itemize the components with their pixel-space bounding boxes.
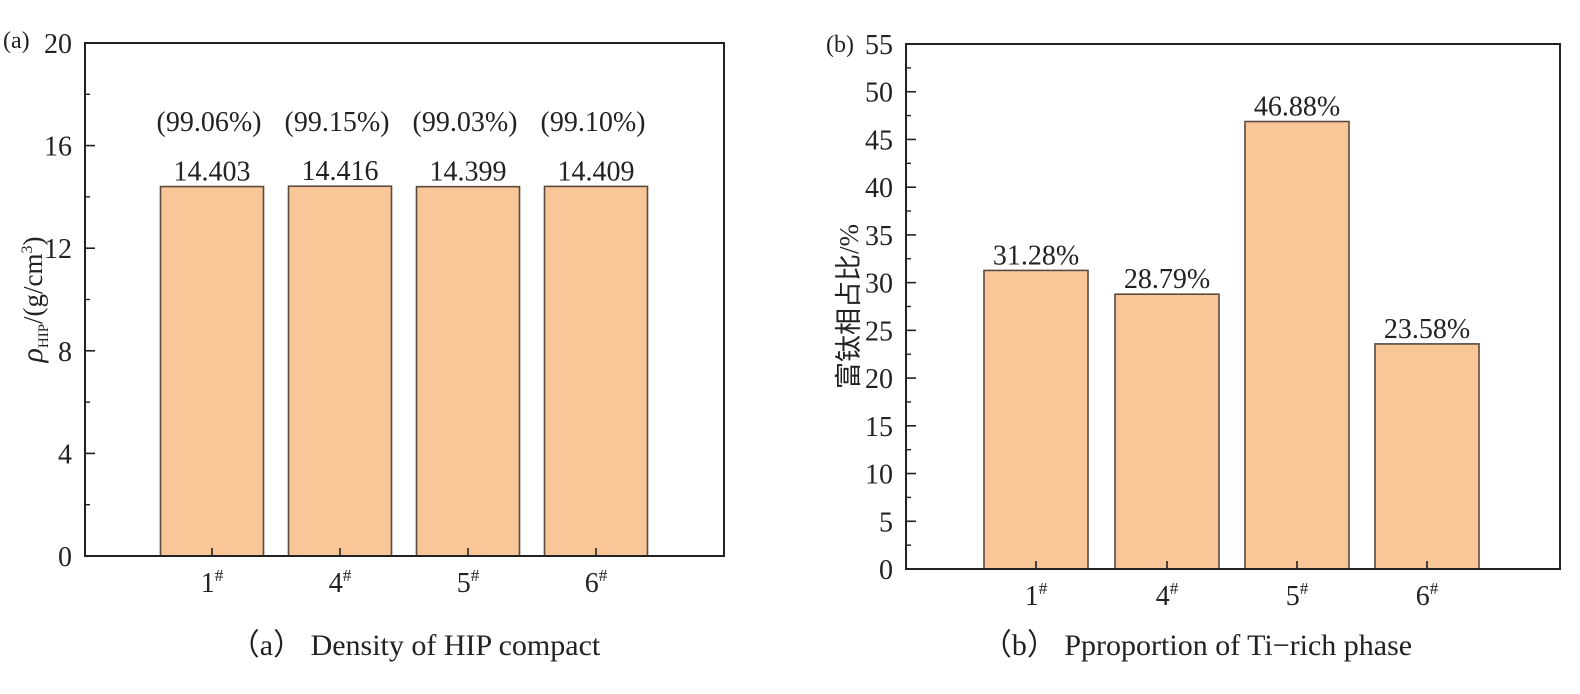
- y-tick-label: 0: [58, 542, 72, 573]
- x-tick-label: 6#: [585, 566, 608, 599]
- x-tick-label: 1#: [201, 566, 224, 599]
- y-tick-label: 30: [865, 269, 893, 300]
- y-tick-label: 5: [879, 507, 893, 538]
- bar-5: [415, 185, 521, 557]
- data-label: 14.409: [558, 156, 635, 187]
- chart-panel-a: 0 4 8 12 16 20 14.403 14.416 14.399 14.409 (99.06%…: [3, 28, 725, 662]
- bar-1: [159, 185, 265, 557]
- x-tick-label: 4#: [329, 566, 352, 599]
- y-tick-label: 55: [865, 30, 893, 61]
- x-tick-label: 4#: [1156, 579, 1179, 612]
- bar-4: [287, 185, 393, 557]
- x-tick-label: 5#: [457, 566, 480, 599]
- y-axis-label: ρHIP/(g/cm3): [16, 236, 52, 363]
- data-label: 28.79%: [1124, 264, 1210, 295]
- bar-1: [983, 269, 1089, 570]
- y-tick-label: 0: [879, 555, 893, 586]
- y-tick-label: 45: [865, 125, 893, 156]
- data-label: 14.399: [430, 157, 507, 188]
- bar-6: [1374, 343, 1480, 570]
- relative-density-label: (99.10%): [541, 107, 646, 138]
- y-tick-label: 20: [44, 29, 72, 60]
- x-tick-label: 5#: [1286, 579, 1309, 612]
- data-label: 31.28%: [993, 240, 1079, 271]
- figure-caption: （a） Density of HIP compact: [230, 629, 601, 662]
- bar-4: [1114, 293, 1220, 570]
- chart-panel-b: 0 5 10 15 20 25 30 35 40 45 50 55 31.28% 28.79% 46.88%…: [826, 30, 1561, 662]
- y-tick-label: 4: [58, 439, 72, 470]
- y-tick-label: 16: [44, 132, 72, 163]
- y-tick-label: 25: [865, 316, 893, 347]
- relative-density-label: (99.06%): [157, 107, 262, 138]
- y-tick-label: 35: [865, 221, 893, 252]
- y-tick-label: 20: [865, 364, 893, 395]
- bar-5: [1244, 120, 1350, 570]
- panel-label: (a): [3, 28, 30, 54]
- figure-caption: （b） Pproportion of Ti−rich phase: [982, 629, 1412, 662]
- x-tick-label: 6#: [1416, 579, 1439, 612]
- y-tick-label: 15: [865, 412, 893, 443]
- y-tick-label: 12: [44, 234, 72, 265]
- data-label: 46.88%: [1254, 92, 1340, 123]
- y-axis-label: 富钛相占比/%: [834, 224, 864, 389]
- x-tick-label: 1#: [1025, 579, 1048, 612]
- y-tick-label: 50: [865, 78, 893, 109]
- relative-density-label: (99.03%): [413, 107, 518, 138]
- data-label: 14.403: [174, 157, 251, 188]
- y-tick-label: 10: [865, 460, 893, 491]
- y-tick-label: 40: [865, 173, 893, 204]
- data-label: 23.58%: [1384, 314, 1470, 345]
- relative-density-label: (99.15%): [285, 107, 390, 138]
- panel-label: (b): [826, 32, 854, 58]
- data-label: 14.416: [302, 156, 379, 187]
- bar-6: [543, 185, 649, 557]
- y-tick-label: 8: [58, 337, 72, 368]
